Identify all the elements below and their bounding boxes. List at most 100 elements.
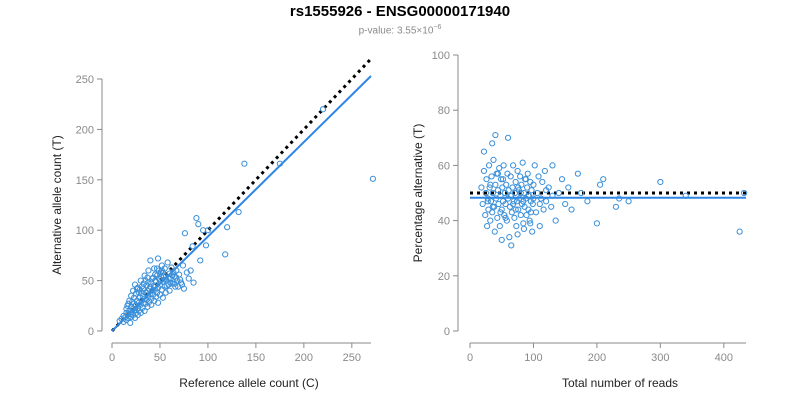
data-point — [497, 192, 504, 199]
data-point — [482, 211, 489, 219]
data-point — [543, 198, 550, 205]
data-point — [612, 203, 620, 210]
x-tick-label: 50 — [154, 352, 166, 364]
left-points — [116, 106, 377, 327]
data-point — [520, 189, 528, 197]
chart-title: rs1555926 - ENSG00000171940 — [289, 3, 511, 20]
data-point — [241, 160, 248, 167]
data-point — [562, 200, 569, 208]
data-point — [164, 259, 171, 266]
data-point — [490, 156, 497, 163]
data-point — [494, 187, 502, 194]
data-point — [539, 178, 546, 186]
data-point — [541, 167, 548, 175]
data-point — [487, 198, 495, 205]
data-point — [520, 225, 528, 232]
right-panel: 0 100 200 300 400 0 20 40 60 80 100 Total number … — [411, 50, 748, 390]
data-point — [534, 189, 541, 197]
data-point — [496, 165, 503, 172]
data-point — [596, 181, 604, 188]
data-point — [515, 206, 522, 213]
data-point — [276, 160, 283, 167]
data-point — [148, 280, 155, 287]
data-point — [135, 307, 142, 314]
right-x-axis-label: Total number of reads — [562, 376, 678, 390]
data-point — [197, 257, 204, 264]
data-point — [145, 267, 152, 274]
data-point — [185, 275, 192, 282]
x-tick-label: 400 — [715, 352, 733, 364]
data-point — [540, 206, 547, 213]
y-tick-label: 100 — [432, 50, 450, 62]
data-point — [511, 214, 518, 221]
x-tick-label: 200 — [588, 352, 606, 364]
data-point — [520, 198, 527, 205]
data-point — [527, 209, 535, 216]
data-point — [555, 189, 562, 197]
data-point — [531, 162, 538, 169]
left-x-axis-label: Reference allele count (C) — [179, 376, 318, 390]
data-point — [160, 272, 167, 279]
data-point — [172, 283, 179, 290]
data-point — [510, 200, 517, 208]
data-point — [512, 206, 519, 213]
data-point — [510, 162, 517, 169]
data-point — [159, 294, 166, 301]
data-point — [522, 176, 529, 183]
data-point — [158, 262, 165, 269]
data-point — [504, 134, 512, 141]
data-point — [204, 227, 212, 234]
data-point — [488, 173, 495, 180]
data-point — [159, 269, 166, 276]
data-point — [166, 287, 173, 294]
data-point — [502, 200, 509, 208]
data-point — [480, 148, 488, 155]
data-point — [173, 267, 180, 274]
data-point — [565, 184, 572, 191]
y-tick-label: 250 — [76, 74, 94, 86]
data-point — [168, 264, 175, 271]
data-point — [502, 214, 509, 221]
right-fit-lines — [470, 191, 746, 199]
data-point — [549, 192, 556, 199]
data-point — [178, 281, 186, 288]
data-point — [144, 274, 151, 281]
data-point — [512, 178, 519, 186]
data-point — [147, 257, 154, 264]
left-y-ticks: 0 50 100 150 200 250 — [76, 74, 102, 338]
left-x-ticks: 0 50 100 150 200 250 — [109, 343, 361, 364]
data-point — [568, 206, 575, 213]
data-point — [548, 203, 555, 210]
data-point — [122, 313, 129, 320]
data-point — [123, 305, 130, 312]
data-point — [116, 317, 123, 325]
data-point — [167, 279, 174, 286]
data-point — [520, 220, 527, 227]
data-point — [536, 200, 543, 208]
y-tick-label: 100 — [76, 225, 94, 237]
x-tick-label: 150 — [247, 352, 265, 364]
data-point — [494, 170, 502, 177]
data-point — [527, 220, 534, 227]
data-point — [126, 297, 133, 304]
y-tick-label: 0 — [88, 326, 94, 338]
data-point — [525, 192, 532, 199]
data-point — [181, 230, 189, 237]
chart-subtitle: p-value: 3.55×10−6 — [0, 24, 800, 36]
data-point — [179, 262, 187, 269]
x-tick-label: 200 — [295, 352, 313, 364]
data-point — [524, 184, 531, 191]
data-point — [132, 290, 140, 297]
data-point — [161, 276, 168, 283]
data-point — [202, 242, 210, 249]
data-point — [492, 131, 499, 139]
data-point — [189, 243, 196, 250]
right-y-axis-label: Percentage alternative (T) — [411, 124, 425, 263]
data-point — [154, 255, 162, 262]
x-tick-label: 0 — [109, 352, 115, 364]
data-point — [235, 208, 242, 216]
data-point — [549, 162, 556, 169]
data-point — [171, 280, 178, 287]
data-point — [489, 140, 496, 147]
